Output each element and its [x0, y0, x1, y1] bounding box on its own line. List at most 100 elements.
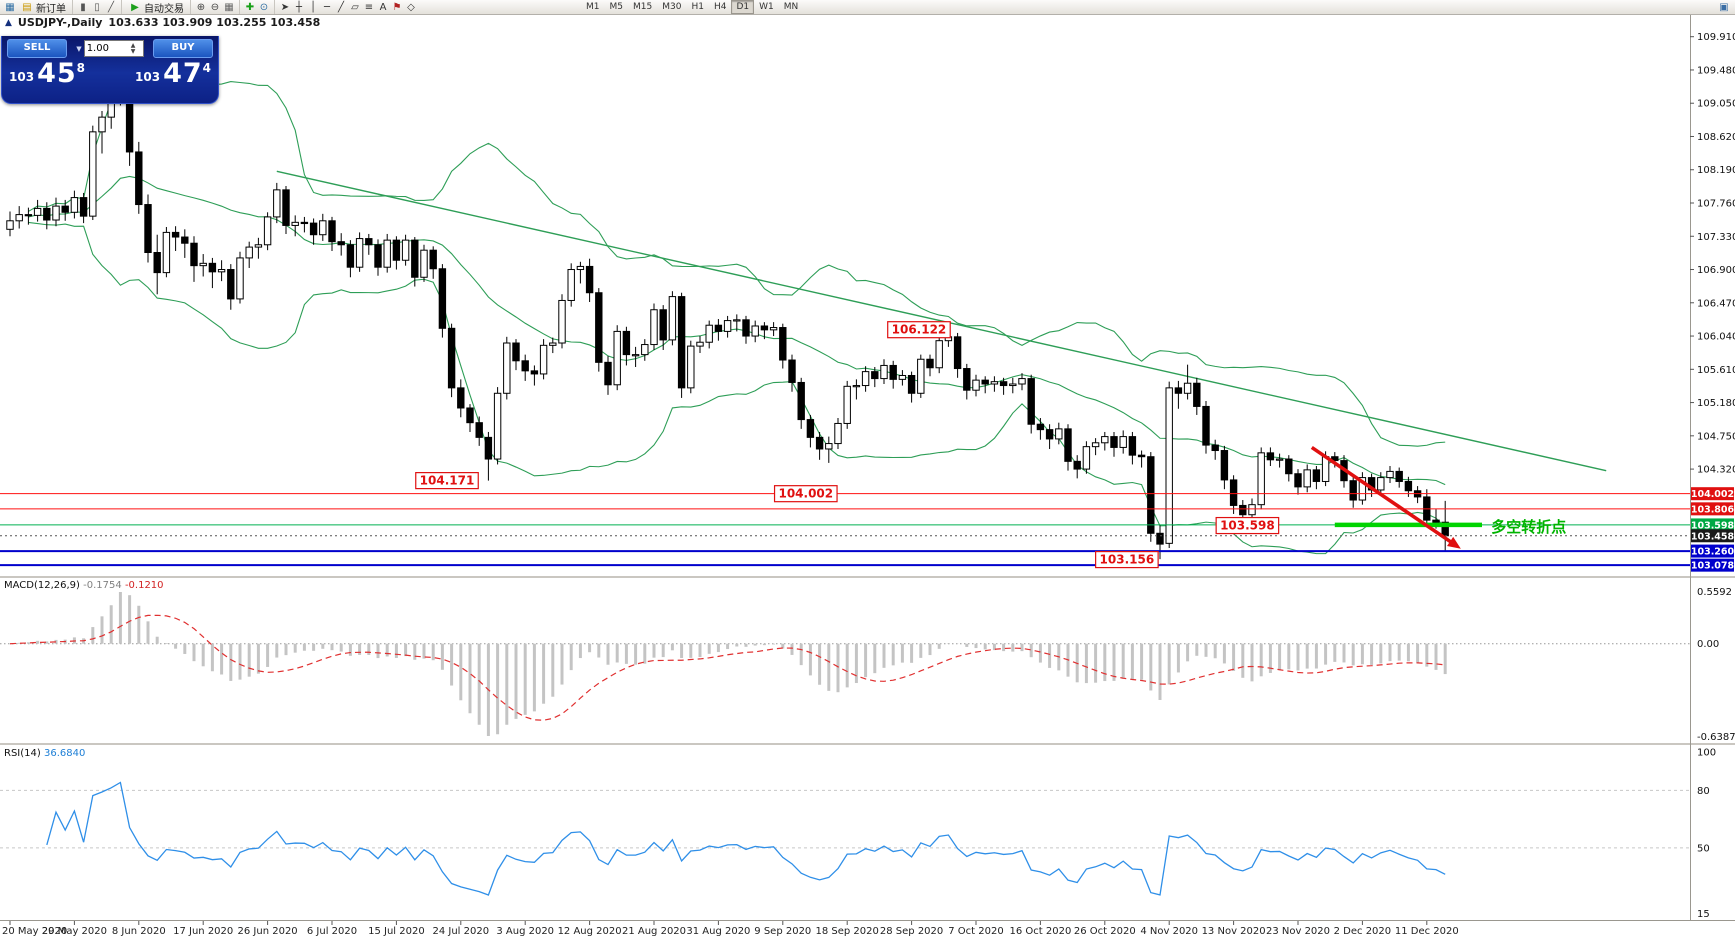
pivot-note-text: 多空转折点	[1491, 518, 1566, 536]
shapes-icon[interactable]: ◇	[407, 1, 415, 13]
macd-indicator-label: MACD(12,26,9) -0.1754 -0.1210	[4, 580, 164, 591]
svg-text:3 Aug 2020: 3 Aug 2020	[496, 926, 554, 937]
price-annotation-box[interactable]	[415, 472, 479, 490]
fullscreen-icon[interactable]: ▣	[1719, 1, 1729, 13]
buy-button[interactable]: BUY	[152, 39, 213, 58]
timeframe-button-D1[interactable]: D1	[731, 0, 755, 14]
timeframe-button-H1[interactable]: H1	[691, 2, 704, 12]
bollinger-lower-band	[28, 221, 1446, 555]
svg-text:103.598: 103.598	[1220, 519, 1275, 533]
svg-text:108.190: 108.190	[1697, 165, 1735, 176]
price-marker-103.458	[1691, 529, 1734, 543]
timeframe-button-W1[interactable]: W1	[759, 2, 774, 12]
zoom-in-icon[interactable]: ⊕	[196, 1, 206, 13]
timeframe-button-M1[interactable]: M1	[586, 2, 600, 12]
svg-text:106.040: 106.040	[1697, 332, 1735, 343]
price-annotation-box[interactable]	[1095, 550, 1159, 569]
fibonacci-icon[interactable]: ≡	[364, 1, 374, 13]
volume-dropdown-icon[interactable]: ▼	[76, 44, 82, 53]
autotrade-button[interactable]: ▶ 自动交易	[125, 0, 187, 15]
crosshair-icon[interactable]: ┼	[295, 1, 303, 13]
pivot-note[interactable]: 多空转折点	[1491, 518, 1566, 536]
candlestick-chart-icon[interactable]: ▯	[94, 1, 100, 13]
svg-text:18 Sep 2020: 18 Sep 2020	[816, 926, 879, 937]
zoom-out-icon[interactable]: ⊖	[210, 1, 220, 13]
vertical-line-icon[interactable]: │	[309, 1, 317, 13]
rsi-name: RSI(14)	[4, 748, 41, 759]
svg-text:-0.6387: -0.6387	[1697, 732, 1735, 743]
horizontal-line-icon[interactable]: ─	[323, 1, 331, 13]
down-trend-arrow[interactable]	[1310, 445, 1461, 549]
volume-stepper-up-icon[interactable]: ▲	[130, 41, 136, 49]
svg-text:109.050: 109.050	[1697, 99, 1735, 110]
svg-text:106.900: 106.900	[1697, 265, 1735, 276]
svg-text:8 Jun 2020: 8 Jun 2020	[112, 926, 166, 937]
price-axis[interactable]: 109.910 109.480 109.050 108.620 108.190 107.7…	[1690, 32, 1735, 572]
timeframe-button-H4[interactable]: H4	[713, 2, 727, 12]
svg-text:4 Nov 2020: 4 Nov 2020	[1140, 926, 1198, 937]
new-chart-icon[interactable]: ▦	[5, 1, 15, 13]
timeframe-button-MN[interactable]: MN	[783, 2, 799, 12]
price-annotation-box[interactable]	[887, 321, 951, 339]
svg-text:104.002: 104.002	[1691, 489, 1734, 500]
sell-price[interactable]: 103 45 8	[9, 60, 85, 87]
indicators-icon[interactable]: ✚	[245, 1, 255, 13]
sell-price-point: 8	[76, 61, 85, 75]
text-label-icon[interactable]: A	[379, 1, 387, 13]
price-marker-103.598	[1691, 518, 1734, 532]
macd-name: MACD(12,26,9)	[4, 580, 80, 591]
svg-text:12 Aug 2020: 12 Aug 2020	[558, 926, 622, 937]
svg-text:28 Sep 2020: 28 Sep 2020	[880, 926, 943, 937]
tile-windows-icon[interactable]: ▦	[224, 1, 234, 13]
cursor-icon[interactable]: ➤	[280, 1, 290, 13]
bollinger-upper-band	[28, 70, 1446, 447]
sell-button[interactable]: SELL	[7, 39, 67, 58]
rsi-line	[46, 781, 1446, 896]
new-order-button[interactable]: ▤ 新订单	[17, 0, 69, 15]
panel-frames	[0, 14, 1735, 921]
arrow-marker-icon[interactable]: ⚑	[392, 1, 402, 13]
rsi-value: 36.6840	[43, 748, 86, 759]
line-chart-icon[interactable]: ╱	[107, 1, 115, 13]
svg-text:15: 15	[1697, 909, 1710, 920]
volume-input[interactable]	[84, 43, 131, 54]
trade-panel-collapse-icon[interactable]: ▲	[5, 17, 12, 28]
toolbar-group: ▮ ▯ ╱	[72, 0, 121, 14]
trendline-icon[interactable]: ╱	[337, 1, 345, 13]
svg-text:104.171: 104.171	[420, 474, 475, 488]
bar-chart-icon[interactable]: ▮	[80, 1, 86, 13]
svg-text:11 Dec 2020: 11 Dec 2020	[1395, 926, 1459, 937]
price-annotations: 104.171 104.002 106.122 103.598 103.156	[415, 321, 1280, 569]
channel-icon[interactable]: ▱	[351, 1, 359, 13]
timeframe-button-M15[interactable]: M15	[633, 2, 653, 12]
timeframe-bar: M1 M5 M15 M30 H1 H4 D1 W1 MN	[581, 0, 803, 14]
descending-trendline[interactable]	[276, 170, 1607, 472]
svg-text:50: 50	[1697, 843, 1710, 854]
timeframe-button-M5[interactable]: M5	[609, 2, 624, 12]
svg-text:103.806: 103.806	[1691, 504, 1735, 515]
svg-text:23 Nov 2020: 23 Nov 2020	[1266, 926, 1330, 937]
svg-text:104.750: 104.750	[1697, 431, 1735, 442]
svg-text:103.598: 103.598	[1691, 520, 1735, 531]
svg-text:9 Sep 2020: 9 Sep 2020	[754, 926, 811, 937]
price-annotation-box[interactable]	[1215, 516, 1280, 535]
rsi-pane-splitter[interactable]	[0, 743, 1735, 745]
macd-pane-splitter[interactable]	[0, 576, 1735, 578]
buy-price-point: 4	[202, 61, 211, 75]
volume-control: ▼ ▲ ▼	[76, 40, 144, 57]
macd-signal-value: -0.1210	[124, 580, 164, 591]
chart-symbol-period: USDJPY-,Daily	[17, 16, 103, 29]
period-selector-icon[interactable]: ⊙	[259, 1, 269, 13]
svg-text:24 Jul 2020: 24 Jul 2020	[432, 926, 489, 937]
macd-pane: 0.5592 0.00 -0.6387	[0, 587, 1735, 743]
volume-stepper-down-icon[interactable]: ▼	[130, 47, 136, 55]
sell-price-handle: 103	[9, 70, 35, 84]
price-annotation-box[interactable]	[773, 485, 838, 503]
svg-text:105.180: 105.180	[1697, 398, 1735, 409]
buy-price[interactable]: 103 47 4	[135, 60, 211, 87]
rsi-indicator-label: RSI(14) 36.6840	[4, 748, 85, 759]
timeframe-button-M30[interactable]: M30	[662, 2, 682, 12]
chart-ohlc-values: 103.633 103.909 103.255 103.458	[108, 16, 321, 29]
